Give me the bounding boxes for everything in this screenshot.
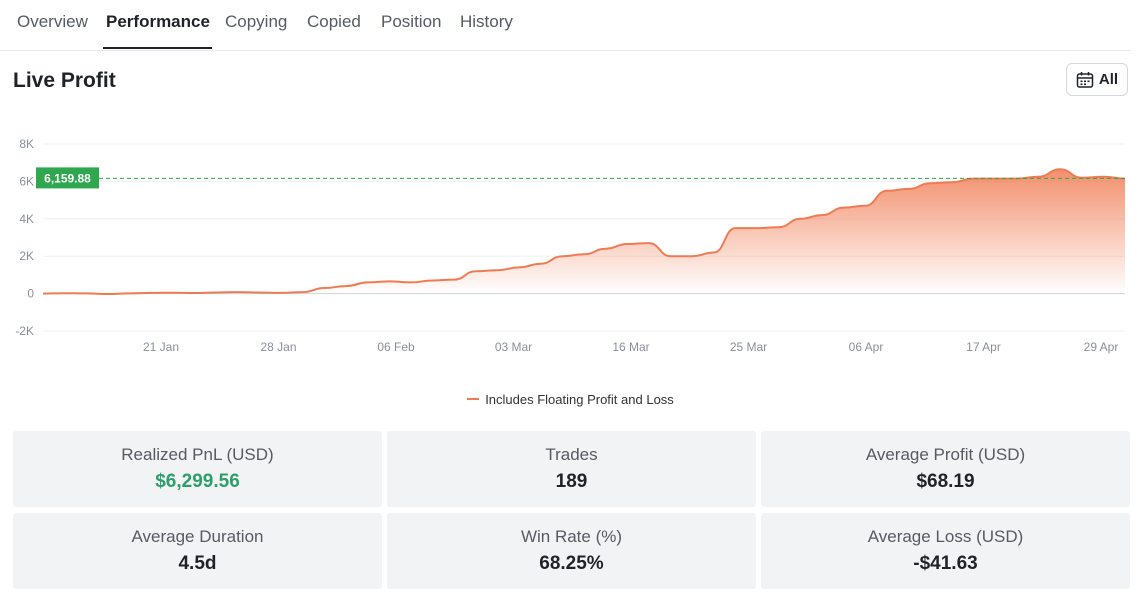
chart-legend: Includes Floating Profit and Loss bbox=[0, 392, 1141, 407]
stat-label: Trades bbox=[545, 445, 598, 464]
current-value-badge bbox=[36, 167, 99, 189]
tab-performance[interactable]: Performance bbox=[106, 12, 210, 31]
stat-card-average-loss: Average Loss (USD) -$41.63 bbox=[761, 513, 1130, 589]
tab-copied[interactable]: Copied bbox=[307, 12, 361, 31]
date-range-button[interactable]: All bbox=[1066, 63, 1128, 96]
profit-area bbox=[43, 169, 1125, 294]
stat-value: 4.5d bbox=[178, 553, 217, 574]
stat-label: Win Rate (%) bbox=[520, 527, 623, 546]
stat-label: Average Duration bbox=[131, 527, 264, 546]
profit-line bbox=[42, 168, 1126, 296]
y-tick-label: 2K bbox=[19, 249, 34, 263]
stat-value: $68.19 bbox=[916, 471, 975, 492]
stat-value: 68.25% bbox=[539, 553, 604, 574]
stat-card-win-rate: Win Rate (%) 68.25% bbox=[387, 513, 756, 589]
active-tab-indicator bbox=[103, 47, 212, 49]
stat-card-average-profit: Average Profit (USD) $68.19 bbox=[761, 431, 1130, 507]
live-profit-chart: 6,159.88 8K 6K 4K 2K 0 -2K 21 Jan 28 Jan 06 Feb 0… bbox=[15, 137, 1126, 354]
x-tick-label: 25 Mar bbox=[730, 340, 767, 354]
x-tick-label: 16 Mar bbox=[612, 340, 649, 354]
x-tick-label: 06 Feb bbox=[377, 340, 415, 354]
y-tick-label: 6K bbox=[19, 174, 34, 188]
calendar-icon bbox=[1076, 71, 1094, 88]
y-tick-label: -2K bbox=[15, 324, 34, 338]
stat-label: Average Loss (USD) bbox=[867, 527, 1024, 546]
legend-label: Includes Floating Profit and Loss bbox=[485, 392, 674, 407]
y-tick-label: 0 bbox=[27, 287, 34, 301]
stat-label: Average Profit (USD) bbox=[865, 445, 1026, 464]
current-value-label: 6,159.88 bbox=[44, 171, 91, 185]
section-title: Live Profit bbox=[13, 69, 116, 92]
stat-card-average-duration: Average Duration 4.5d bbox=[13, 513, 382, 589]
legend-swatch bbox=[467, 397, 480, 400]
x-tick-label: 17 Apr bbox=[966, 340, 1001, 354]
tab-position[interactable]: Position bbox=[381, 12, 442, 31]
date-range-label: All bbox=[1098, 71, 1119, 88]
x-tick-label: 21 Jan bbox=[143, 340, 179, 354]
x-tick-label: 29 Apr bbox=[1084, 340, 1119, 354]
stat-value: $6,299.56 bbox=[155, 471, 240, 492]
y-tick-label: 4K bbox=[19, 212, 34, 226]
tab-copying[interactable]: Copying bbox=[225, 12, 288, 31]
stat-card-realized-pnl: Realized PnL (USD) $6,299.56 bbox=[13, 431, 382, 507]
x-tick-label: 28 Jan bbox=[260, 340, 296, 354]
y-tick-label: 8K bbox=[19, 137, 34, 151]
stat-card-trades: Trades 189 bbox=[387, 431, 756, 507]
tab-overview[interactable]: Overview bbox=[17, 12, 88, 31]
tab-bar: Overview Performance Copying Copied Posi… bbox=[0, 0, 1131, 51]
stat-value: -$41.63 bbox=[913, 553, 978, 574]
tab-history[interactable]: History bbox=[460, 12, 513, 31]
x-tick-label: 06 Apr bbox=[849, 340, 884, 354]
x-tick-label: 03 Mar bbox=[495, 340, 532, 354]
stat-value: 189 bbox=[555, 471, 588, 492]
stat-label: Realized PnL (USD) bbox=[121, 445, 274, 464]
